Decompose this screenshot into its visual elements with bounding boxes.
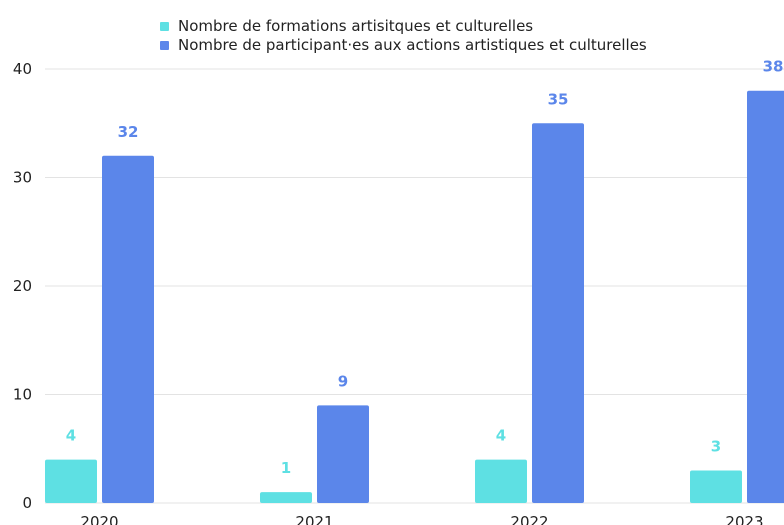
legend-swatch-formations — [160, 22, 169, 31]
legend-label-formations: Nombre de formations artisitques et cult… — [178, 17, 534, 35]
x-tick-label-2022: 2022 — [510, 513, 548, 525]
bar-2023-series-2 — [747, 90, 784, 503]
data-label-2020-series-1: 4 — [66, 427, 76, 445]
data-label-2020-series-2: 32 — [118, 123, 139, 141]
bar-2020-series-2 — [102, 155, 154, 504]
data-label-2021-series-2: 9 — [338, 372, 348, 390]
bar-2021-series-1 — [260, 492, 312, 503]
y-tick-label-0: 0 — [22, 494, 32, 512]
y-tick-label-20: 20 — [13, 277, 32, 295]
x-tick-label-2021: 2021 — [295, 513, 333, 525]
bar-2022-series-2 — [532, 123, 584, 503]
data-label-2023-series-2: 38 — [763, 58, 784, 76]
legend-label-participants: Nombre de participant·es aux actions art… — [178, 36, 647, 54]
data-label-2022-series-2: 35 — [548, 90, 569, 108]
bar-2023-series-1 — [690, 470, 742, 503]
y-tick-label-30: 30 — [13, 169, 32, 187]
data-label-2022-series-1: 4 — [496, 427, 506, 445]
bar-2020-series-1 — [45, 459, 97, 503]
y-tick-label-10: 10 — [13, 386, 32, 404]
y-tick-label-40: 40 — [13, 60, 32, 78]
legend-item-formations: Nombre de formations artisitques et cult… — [160, 17, 647, 36]
chart-legend: Nombre de formations artisitques et cult… — [160, 17, 647, 55]
x-tick-label-2020: 2020 — [80, 513, 118, 525]
legend-swatch-participants — [160, 41, 169, 50]
bar-2022-series-1 — [475, 459, 527, 503]
bar-2021-series-2 — [317, 405, 369, 503]
data-label-2021-series-1: 1 — [281, 459, 291, 477]
data-label-2023-series-1: 3 — [711, 437, 721, 455]
legend-item-participants: Nombre de participant·es aux actions art… — [160, 36, 647, 55]
x-tick-label-2023: 2023 — [725, 513, 763, 525]
